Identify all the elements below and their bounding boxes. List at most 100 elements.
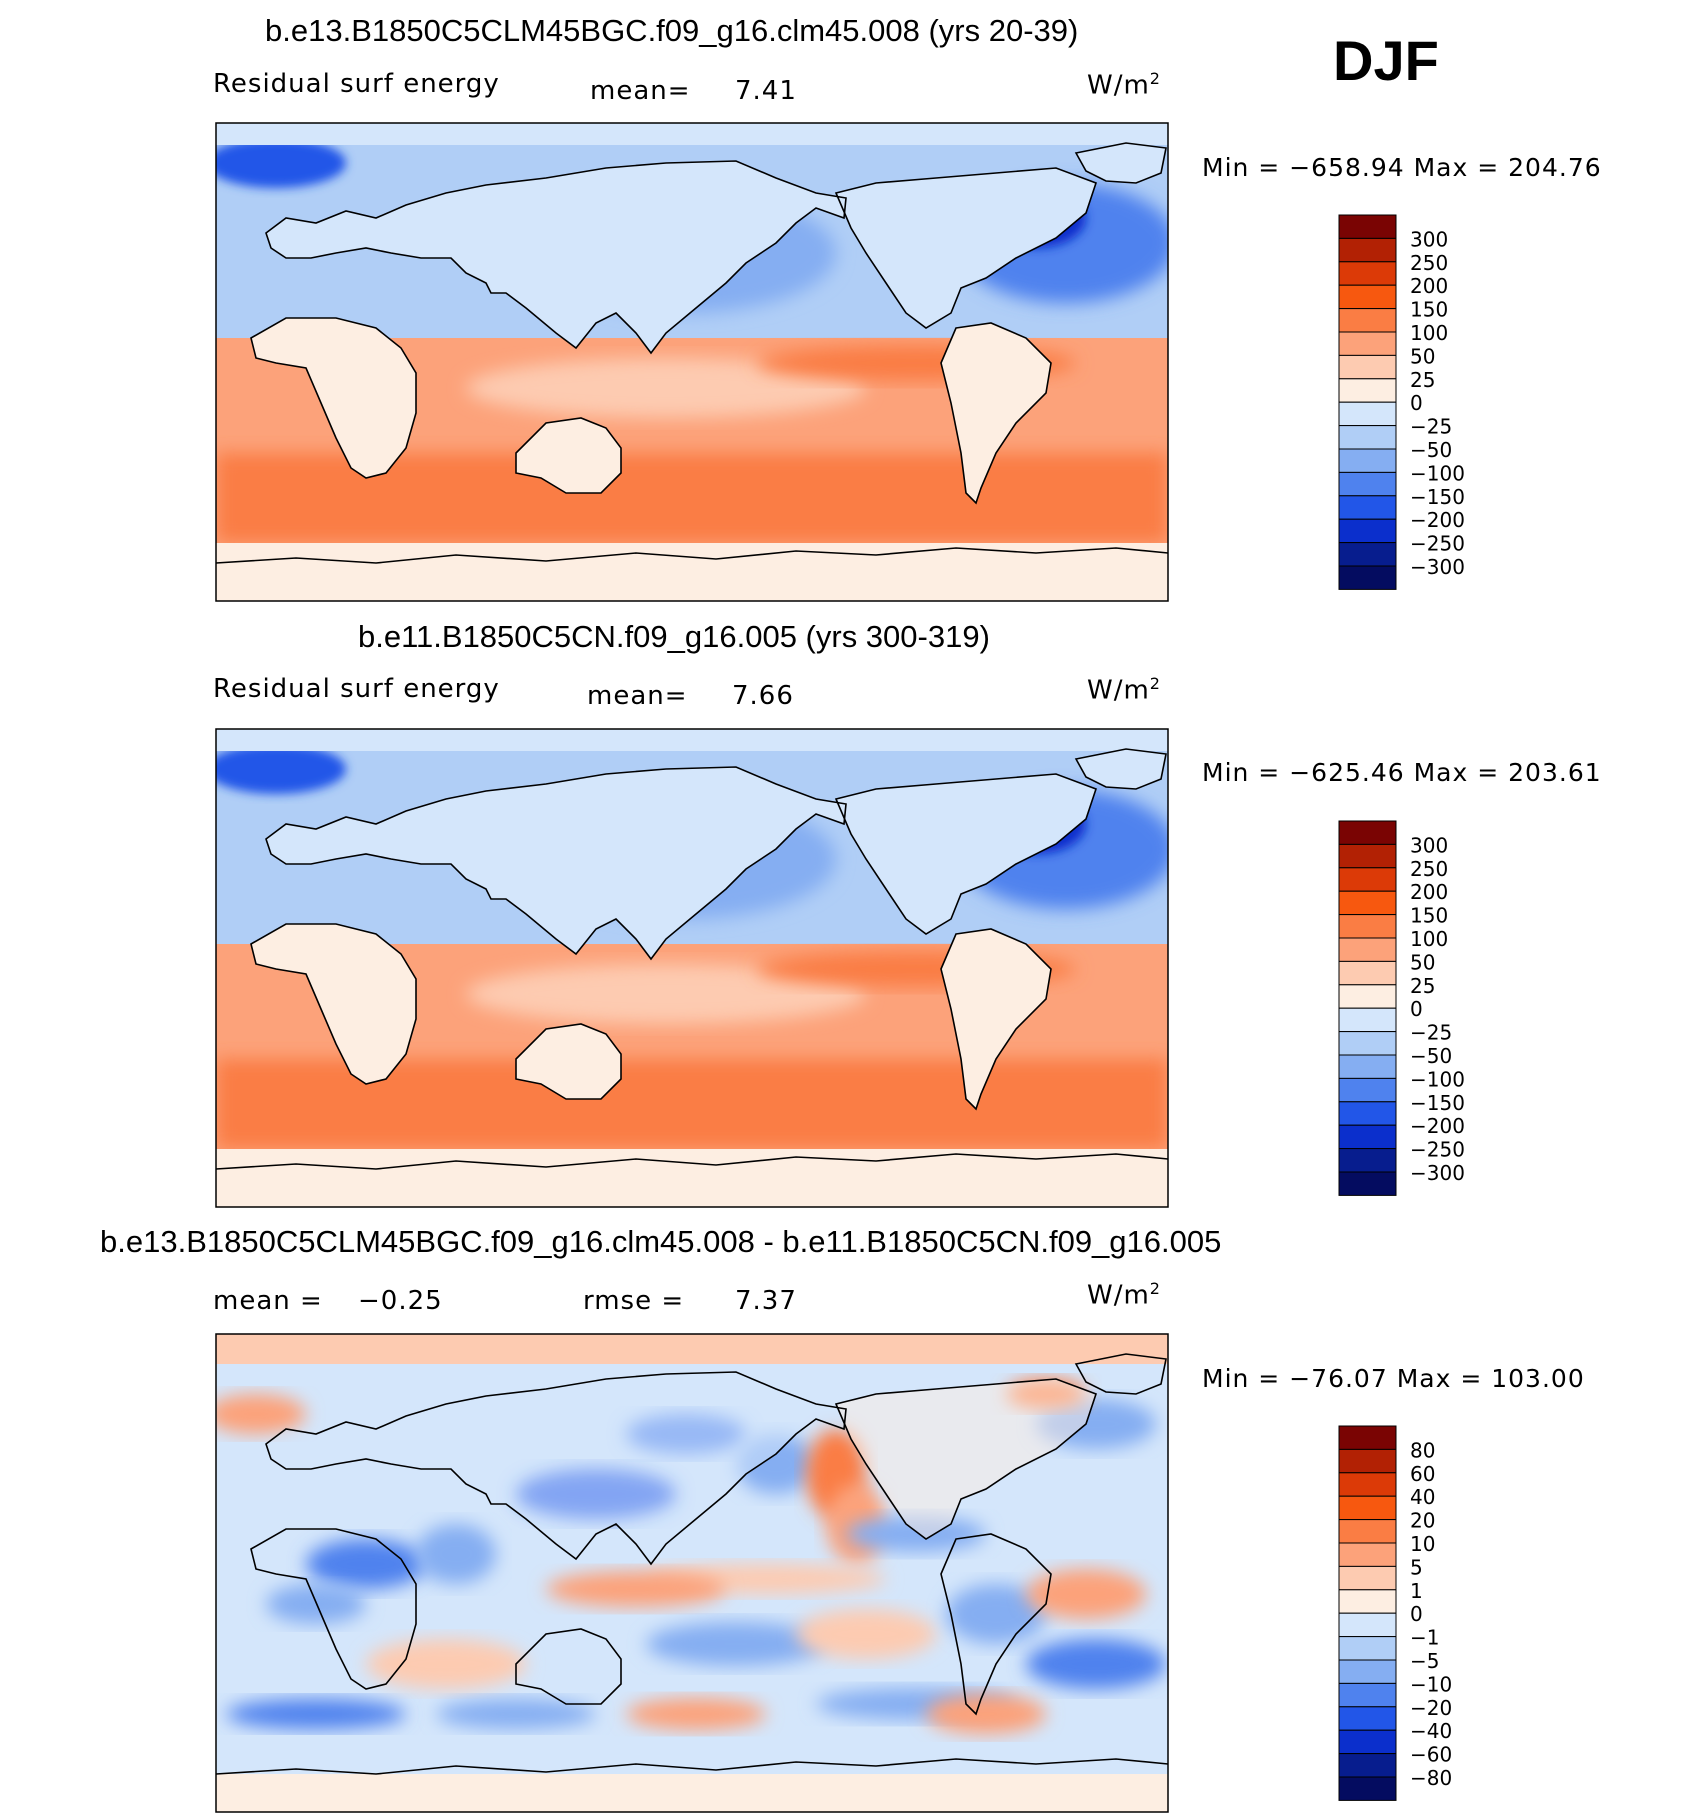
panel-2-colorbar: 30025020015010050250−25−50−100−150−200−2…	[1338, 820, 1465, 1196]
panel-2-min-label: Min =	[1202, 758, 1281, 787]
colorbar-tick-label: 0	[1410, 1602, 1423, 1626]
colorbar-swatch	[1338, 471, 1397, 497]
colorbar-tick-label: 5	[1410, 1555, 1423, 1579]
map-coastline	[216, 1153, 1168, 1170]
map-land-namerica	[836, 774, 1096, 934]
panel-2-max-label: Max =	[1413, 758, 1500, 787]
colorbar-tick-label: −300	[1410, 555, 1465, 579]
map-land-samerica	[941, 929, 1051, 1109]
map-coastline	[250, 317, 417, 479]
map-diff-antarctic	[216, 1774, 1168, 1812]
map-diff-blob	[216, 1394, 306, 1434]
map-diff-arctic	[216, 1334, 1168, 1364]
colorbar-tick-label: 10	[1410, 1532, 1435, 1556]
colorbar-swatch	[1338, 308, 1397, 333]
panel-1-variable-label: Residual surf energy	[213, 69, 500, 99]
colorbar-swatch	[1338, 261, 1397, 286]
map-coastline	[515, 417, 622, 494]
panel-2-units: W/m2	[1087, 674, 1161, 706]
colorbar-swatch	[1338, 890, 1397, 916]
colorbar-swatch	[1338, 960, 1397, 986]
panel-1-units: W/m2	[1087, 69, 1161, 101]
map-diff-blob	[436, 1699, 596, 1729]
colorbar-tick-label: 40	[1410, 1485, 1435, 1509]
panel-1-min-max: Min = −658.94 Max = 204.76	[1202, 153, 1602, 182]
map-nordic-cold	[216, 138, 346, 188]
colorbar-tick-label: −200	[1410, 508, 1465, 532]
colorbar-swatch	[1338, 1031, 1397, 1056]
colorbar-tick-label: −80	[1410, 1766, 1452, 1790]
colorbar-swatch	[1338, 1753, 1397, 1778]
colorbar-tick-label: −250	[1410, 1138, 1465, 1162]
map-land-africa	[251, 318, 416, 478]
colorbar-tick-label: 100	[1410, 927, 1448, 951]
colorbar-swatch	[1338, 237, 1397, 263]
map-coastline	[250, 923, 417, 1085]
panel-3-max-value: 103.00	[1491, 1364, 1585, 1393]
colorbar-tick-label: 80	[1410, 1438, 1435, 1462]
map-coastline	[515, 1628, 622, 1705]
colorbar-tick-label: −25	[1410, 1021, 1452, 1045]
colorbar-tick-label: 300	[1410, 227, 1448, 251]
colorbar-swatch	[1338, 1706, 1397, 1731]
colorbar-swatch	[1338, 542, 1397, 567]
panel-2-map	[215, 728, 1169, 1208]
colorbar-tick-label: 200	[1410, 880, 1448, 904]
colorbar-tick-label: 300	[1410, 833, 1448, 857]
map-arctic-band	[216, 729, 1168, 751]
map-coastline	[265, 160, 847, 355]
colorbar-swatch	[1338, 378, 1397, 403]
colorbar-swatch	[1338, 843, 1397, 869]
colorbar-swatch	[1338, 1101, 1397, 1126]
colorbar-swatch	[1338, 1636, 1397, 1661]
colorbar-tick-label: −10	[1410, 1672, 1452, 1696]
colorbar-swatch	[1338, 1007, 1397, 1033]
colorbar-swatch	[1338, 1077, 1397, 1103]
panel-3-min-label: Min =	[1202, 1364, 1281, 1393]
map-diff-blob	[646, 1622, 826, 1666]
colorbar-swatch	[1338, 401, 1397, 427]
map-coastline	[834, 1378, 1098, 1540]
map-coastline	[1074, 1353, 1167, 1395]
colorbar-swatch	[1338, 1659, 1397, 1684]
panel-1-map-frame	[215, 122, 1169, 602]
colorbar-swatch	[1338, 937, 1397, 962]
panel-2-min-max: Min = −625.46 Max = 203.61	[1202, 758, 1602, 787]
colorbar-tick-label: −50	[1410, 1044, 1452, 1068]
colorbar-tick-label: −150	[1410, 1091, 1465, 1115]
colorbar-swatch	[1338, 1565, 1397, 1591]
panel-3-units: W/m2	[1087, 1279, 1161, 1311]
colorbar-tick-label: −5	[1410, 1649, 1439, 1673]
panel-3-rmse-label: rmse =	[583, 1286, 685, 1316]
colorbar-tick-label: −100	[1410, 1067, 1465, 1091]
map-coastline	[265, 1371, 847, 1566]
colorbar-tick-label: 100	[1410, 321, 1448, 345]
colorbar-tick-label: −150	[1410, 485, 1465, 509]
colorbar-swatch	[1338, 1589, 1397, 1614]
panel-1-mean-value: 7.41	[735, 76, 797, 106]
map-diff-blob	[1026, 1569, 1146, 1619]
colorbar-swatch	[1338, 914, 1397, 939]
colorbar-swatch	[1338, 1519, 1397, 1544]
map-coastline	[940, 928, 1052, 1111]
colorbar-tick-label: 20	[1410, 1509, 1435, 1533]
colorbar-tick-label: −50	[1410, 438, 1452, 462]
panel-2-title: b.e11.B1850C5CN.f09_g16.005 (yrs 300-319…	[358, 619, 990, 654]
panel-2-mean-value: 7.66	[732, 681, 794, 711]
season-label: DJF	[1333, 29, 1439, 92]
colorbar-tick-label: 200	[1410, 274, 1448, 298]
colorbar-swatch	[1338, 565, 1397, 590]
colorbar-tick-label: 150	[1410, 904, 1448, 928]
map-land-namerica	[836, 1379, 1096, 1539]
colorbar-tick-label: −1	[1410, 1626, 1439, 1650]
colorbar-swatch	[1338, 1776, 1397, 1801]
colorbar-tick-label: −25	[1410, 415, 1452, 439]
colorbar-swatch	[1338, 1472, 1397, 1497]
panel-3-max-label: Max =	[1396, 1364, 1483, 1393]
map-land-eurasia	[266, 1372, 846, 1564]
colorbar-swatch	[1338, 331, 1397, 356]
map-land-eurasia	[266, 161, 846, 353]
colorbar-tick-label: 150	[1410, 298, 1448, 322]
map-land-australia	[516, 1024, 621, 1099]
